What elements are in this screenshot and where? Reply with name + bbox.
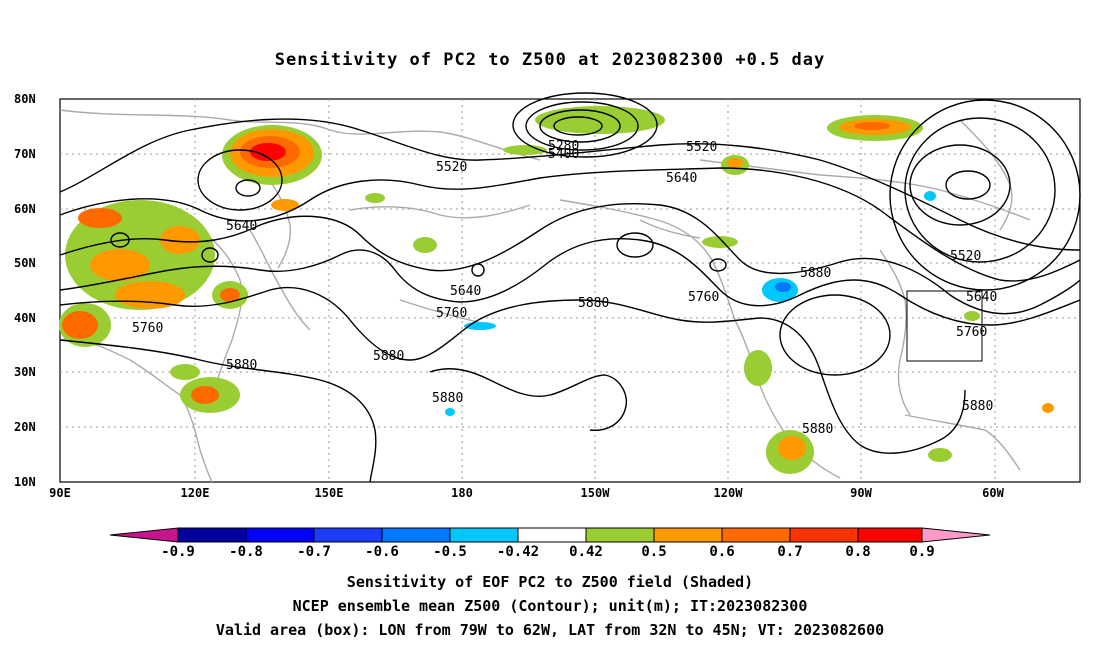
map-title: Sensitivity of PC2 to Z500 at 2023082300… [274,50,826,70]
colorbar-label: 0.5 [641,544,667,560]
lat-label: 50N [14,256,36,270]
caption-contour: NCEP ensemble mean Z500 (Contour); unit(… [292,597,808,615]
contour-label: 5520 [436,160,467,175]
contour-label: 5640 [450,284,481,299]
lon-label: 180 [451,486,473,500]
contour-label: 5880 [226,358,257,373]
negative-sensitivity-shading [445,191,936,416]
colorbar-label: -0.5 [433,544,467,560]
contour-label: 5640 [666,171,697,186]
colorbar-label: -0.7 [297,544,331,560]
lon-label: 120W [713,486,743,500]
colorbar [109,527,991,543]
contour-label: 5400 [548,147,579,162]
contour-label: 5760 [132,321,163,336]
colorbar-label: -0.6 [365,544,399,560]
lat-label: 40N [14,311,36,325]
positive-sensitivity-shading [59,106,1054,474]
lat-label: 70N [14,147,36,161]
lon-label: 90E [49,486,71,500]
colorbar-label: -0.9 [161,544,195,560]
contour-label: 5760 [956,325,987,340]
lon-label: 60W [982,486,1004,500]
caption-valid-area: Valid area (box): LON from 79W to 62W, L… [215,621,885,639]
contour-label: 5760 [688,290,719,305]
closed-contour-centres [110,92,1081,376]
contour-labels: 5280 5400 5520 5520 5520 5640 5640 5640 … [132,139,997,437]
contour-label: 5760 [436,306,467,321]
lon-label: 150E [314,486,344,500]
coastlines [59,109,1031,483]
contour-label: 5880 [373,349,404,364]
colorbar-label: -0.42 [496,544,540,560]
colorbar-low-extend [109,527,179,543]
contour-label: 5880 [432,391,463,406]
colorbar-label: 0.6 [709,544,735,560]
contour-label-extra: 5880 [962,399,993,414]
lat-label: 80N [14,92,36,106]
caption-shaded: Sensitivity of EOF PC2 to Z500 field (Sh… [346,573,754,591]
lat-label: 10N [14,475,36,489]
colorbar-label: 0.9 [909,544,935,560]
colorbar-high-extend [921,527,991,543]
contour-label: 5520 [950,249,981,264]
contour-label: 5520 [686,140,717,155]
lat-label: 60N [14,202,36,216]
colorbar-label: 0.7 [777,544,803,560]
lat-label: 30N [14,365,36,379]
contour-label: 5880 [800,266,831,281]
contour-label: 5640 [226,219,257,234]
lat-label: 20N [14,420,36,434]
colorbar-label: 0.8 [845,544,871,560]
lon-label: 90W [850,486,872,500]
contour-label: 5280 [548,139,579,154]
lon-label: 150W [580,486,610,500]
contour-label: 5880 [578,296,609,311]
colorbar-label: 0.42 [569,544,603,560]
lon-label: 120E [180,486,210,500]
colorbar-label: -0.8 [229,544,263,560]
contour-label: 5880 [802,422,833,437]
valid-area-box [906,290,983,362]
z500-contours [59,118,1081,483]
